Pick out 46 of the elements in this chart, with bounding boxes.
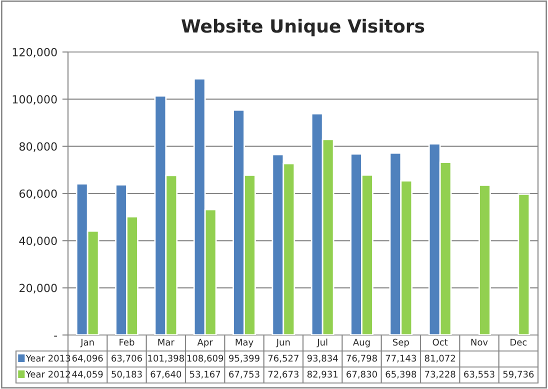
data-label: 50,183	[112, 370, 142, 379]
x-tick-label: Sep	[393, 338, 409, 348]
x-tick-label: Aug	[353, 338, 370, 348]
y-tick-label: 80,000	[19, 142, 57, 152]
y-tick-label: -	[54, 336, 58, 337]
y-tick-label: 20,000	[20, 284, 57, 294]
data-label: 44,059	[72, 370, 103, 379]
y-tick-label: 40,000	[19, 236, 57, 246]
data-label: 108,609	[187, 354, 224, 363]
data-label: 76,527	[268, 354, 298, 363]
y-tick-label: 60,000	[19, 189, 57, 200]
bar	[478, 184, 491, 335]
y-tick-label: 120,000	[12, 48, 57, 58]
data-label: 53,167	[190, 370, 220, 379]
x-tick-label: Apr	[197, 338, 213, 348]
bar	[518, 193, 530, 335]
x-tick-label: May	[236, 338, 254, 348]
data-label: 67,640	[150, 370, 182, 379]
data-label: 59,736	[503, 370, 534, 379]
x-tick-label: Nov	[471, 338, 488, 346]
data-label: 67,753	[229, 370, 260, 379]
data-label: 101,398	[148, 354, 184, 363]
data-label: 73,228	[425, 370, 456, 379]
x-tick-label: Mar	[158, 338, 174, 346]
data-label: 64,096	[72, 354, 103, 363]
x-tick-label: Oct	[432, 338, 448, 346]
data-label: 81,072	[424, 354, 455, 363]
data-label: 93,834	[307, 354, 338, 363]
data-label: 67,830	[346, 370, 377, 379]
data-label: 95,399	[229, 354, 260, 363]
data-label: 65,398	[386, 370, 416, 379]
legend-label: Year 2013	[26, 354, 70, 362]
x-tick-label: Jun	[276, 338, 290, 348]
data-label: 76,798	[346, 354, 377, 363]
data-label: 72,673	[268, 370, 298, 379]
data-label: 63,706	[112, 354, 142, 363]
legend-label: Year 2012	[26, 370, 70, 378]
x-tick-label: Feb	[120, 338, 134, 346]
x-tick-label: Dec	[510, 338, 527, 346]
data-label: 63,553	[464, 370, 494, 379]
x-tick-label: Jul	[316, 338, 328, 348]
x-tick-label: Jan	[80, 338, 94, 348]
chart-title: Website Unique Visitors	[182, 18, 424, 36]
data-label: 82,931	[307, 370, 338, 379]
data-label: 77,143	[386, 354, 416, 363]
y-tick-label: 100,000	[12, 95, 57, 105]
